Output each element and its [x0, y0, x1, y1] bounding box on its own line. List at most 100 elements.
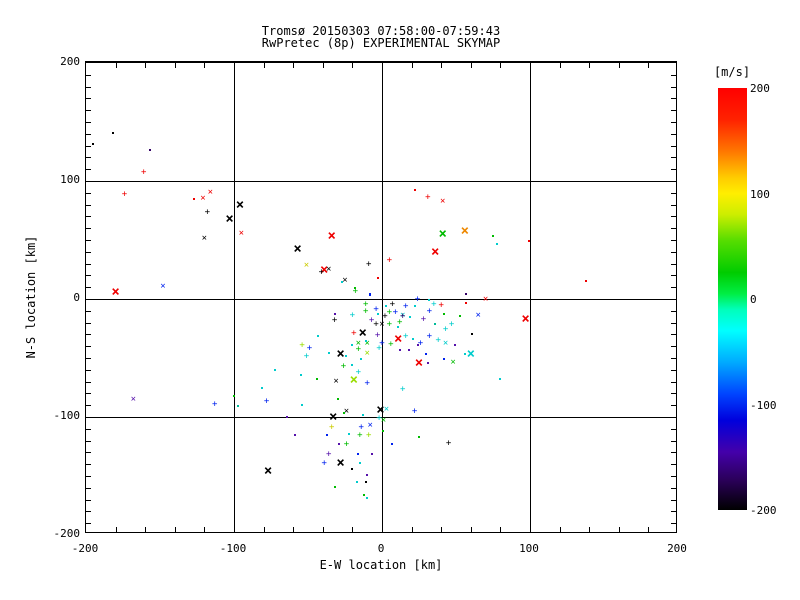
axis-tick: [86, 122, 91, 123]
axis-tick: [86, 110, 91, 112]
axis-tick: [86, 157, 91, 159]
scatter-point: [397, 326, 400, 329]
scatter-point: [336, 398, 339, 401]
scatter-point: +: [355, 367, 362, 378]
axis-tick: [671, 499, 676, 501]
axis-tick: [382, 63, 383, 72]
scatter-point: +: [389, 299, 396, 310]
scatter-point: [416, 344, 419, 347]
scatter-point: ×: [235, 196, 245, 213]
gridline-vertical: [530, 63, 531, 532]
axis-tick: [671, 74, 676, 76]
axis-tick: [382, 523, 383, 532]
scatter-point: ×: [482, 294, 489, 305]
scatter-point: [233, 394, 235, 397]
axis-tick: [671, 169, 676, 171]
scatter-point: ×: [225, 210, 234, 227]
colorbar-tick-label: 0: [750, 293, 757, 306]
scatter-point: [443, 358, 446, 361]
y-tick-label: 100: [60, 173, 80, 186]
axis-tick: [86, 511, 91, 513]
axis-tick: [86, 428, 91, 430]
axis-tick: [86, 487, 91, 489]
axis-tick: [86, 98, 91, 100]
scatter-point: [413, 189, 416, 192]
scatter-point: [418, 436, 420, 439]
scatter-point: [348, 432, 351, 435]
scatter-point: [459, 314, 462, 317]
scatter-point: ×: [111, 283, 120, 300]
axis-tick: [671, 98, 676, 100]
scatter-point: +: [400, 311, 406, 322]
axis-tick: [470, 63, 472, 68]
axis-tick: [671, 523, 676, 525]
axis-tick: [671, 122, 676, 123]
scatter-point: ×: [201, 233, 208, 244]
scatter-point: [585, 280, 588, 283]
y-tick-label: 0: [73, 291, 80, 304]
axis-tick: [352, 527, 354, 532]
scatter-point: +: [365, 259, 372, 270]
axis-tick: [86, 287, 91, 289]
scatter-point: ×: [379, 319, 385, 330]
scatter-point: ×: [364, 348, 370, 359]
axis-tick: [86, 523, 91, 525]
scatter-point: [428, 299, 431, 302]
axis-tick: [86, 192, 91, 194]
scatter-point: [385, 305, 388, 308]
axis-tick: [671, 369, 676, 371]
scatter-point: [443, 313, 446, 316]
scatter-point: +: [212, 399, 218, 410]
axis-tick: [411, 527, 413, 532]
scatter-point: [412, 338, 415, 341]
scatter-point: ×: [342, 275, 348, 286]
scatter-point: [527, 240, 530, 243]
scatter-point: +: [386, 319, 393, 330]
axis-tick: [86, 169, 91, 171]
scatter-point: [369, 293, 372, 296]
scatter-point: [338, 443, 341, 446]
scatter-point: [376, 313, 379, 316]
gridline-horizontal: [86, 299, 676, 300]
plot-area: + + × × × + × × × × × + × × × × + × × × × × + + × + × × + + + + × + + × + + + ×…: [85, 61, 677, 533]
axis-tick: [671, 440, 676, 442]
scatter-point: +: [121, 189, 128, 200]
axis-tick: [671, 204, 676, 206]
axis-tick: [86, 417, 95, 418]
scatter-point: +: [349, 310, 356, 321]
scatter-point: +: [326, 449, 332, 460]
scatter-point: ×: [442, 338, 449, 349]
scatter-point: +: [402, 331, 409, 342]
scatter-point: ×: [466, 346, 476, 363]
axis-tick: [86, 393, 91, 395]
scatter-point: [341, 281, 344, 284]
x-tick-label: -200: [71, 542, 99, 555]
axis-tick: [589, 63, 591, 68]
axis-tick: [667, 181, 676, 182]
scatter-point: +: [414, 294, 421, 305]
scatter-point: +: [386, 307, 393, 318]
axis-tick: [530, 63, 531, 72]
axis-tick: [86, 86, 91, 88]
scatter-point: [376, 276, 379, 279]
axis-tick: [470, 527, 472, 532]
scatter-point: ×: [400, 310, 406, 321]
axis-tick: [671, 381, 676, 383]
colorbar-tick-label: 200: [750, 82, 770, 95]
axis-tick: [671, 251, 676, 253]
axis-tick: [86, 440, 91, 442]
scatter-point: +: [363, 306, 369, 317]
axis-tick: [500, 527, 502, 532]
axis-tick: [671, 240, 676, 241]
axis-tick: [115, 527, 117, 532]
axis-tick: [86, 369, 91, 371]
axis-tick: [671, 358, 676, 359]
scatter-point: +: [376, 413, 382, 424]
scatter-point: +: [303, 351, 310, 362]
colorbar-title: [m/s]: [713, 65, 751, 79]
gridline-vertical: [234, 63, 235, 532]
axis-tick: [86, 74, 91, 76]
scatter-point: ×: [380, 415, 387, 426]
scatter-point: [369, 294, 372, 297]
